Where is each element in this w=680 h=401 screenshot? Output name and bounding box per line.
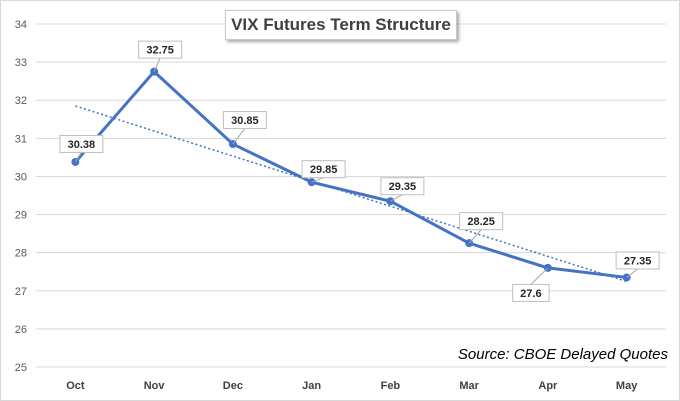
y-tick-label: 28	[15, 248, 27, 260]
label-leader	[530, 267, 549, 285]
x-tick-label: Apr	[538, 380, 558, 392]
x-tick-label: Nov	[144, 380, 166, 392]
x-tick-label: Feb	[381, 380, 401, 392]
data-label: 30.38	[68, 139, 96, 151]
y-tick-label: 26	[15, 324, 27, 336]
label-leader	[311, 177, 324, 183]
x-tick-label: Dec	[223, 380, 243, 392]
y-tick-label: 25	[15, 362, 27, 374]
y-tick-label: 31	[15, 133, 27, 145]
data-label: 30.85	[231, 115, 259, 127]
label-leader	[74, 152, 82, 163]
data-label: 32.75	[146, 45, 174, 57]
data-label-box	[380, 177, 425, 196]
y-tick-label: 27	[15, 286, 27, 298]
y-tick-label: 32	[15, 95, 27, 107]
data-label: 27.6	[520, 288, 541, 300]
data-label-box	[615, 251, 660, 270]
label-leader	[626, 268, 638, 278]
data-label: 29.85	[310, 164, 338, 176]
x-tick-label: Jan	[302, 380, 321, 392]
y-tick-label: 29	[15, 210, 27, 222]
source-annotation: Source: CBOE Delayed Quotes	[457, 346, 668, 363]
y-tick-label: 30	[15, 171, 27, 183]
label-leader	[232, 128, 246, 145]
data-label: 27.35	[624, 255, 652, 267]
data-label-box	[459, 212, 504, 231]
data-label-box	[222, 111, 267, 130]
data-label-box	[512, 283, 550, 302]
x-tick-label: Mar	[459, 380, 479, 392]
x-tick-label: Oct	[66, 380, 85, 392]
y-tick-label: 33	[15, 57, 27, 69]
data-label-box	[301, 160, 346, 179]
data-label-box	[138, 40, 183, 59]
chart-title: VIX Futures Term Structure	[225, 10, 457, 40]
label-leader	[390, 194, 403, 202]
trendline	[75, 105, 627, 283]
data-label-box	[59, 134, 104, 153]
data-label: 29.35	[389, 181, 417, 193]
y-tick-label: 34	[15, 19, 27, 31]
series-line	[74, 70, 627, 279]
x-tick-label: May	[616, 380, 638, 392]
data-label: 28.25	[467, 216, 495, 228]
label-leader	[468, 229, 482, 244]
label-leader	[153, 57, 161, 72]
